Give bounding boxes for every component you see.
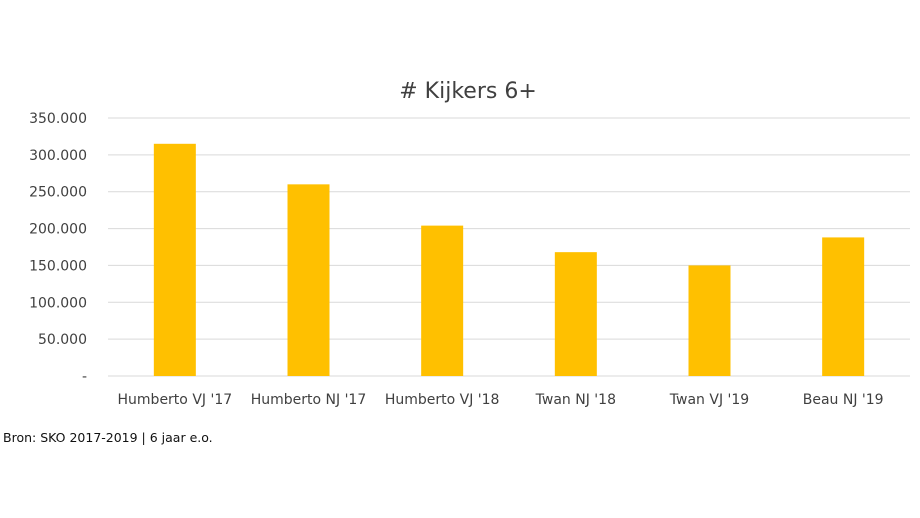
x-tick-label: Twan NJ '18 (535, 392, 616, 408)
x-tick-label: Beau NJ '19 (803, 392, 884, 408)
gridlines (108, 117, 910, 377)
y-tick-label: 150.000 (29, 258, 87, 274)
y-tick-label: 350.000 (29, 111, 87, 127)
y-tick-label: - (82, 369, 87, 385)
y-tick-label: 250.000 (29, 185, 87, 201)
x-tick-label: Humberto VJ '17 (118, 392, 233, 408)
y-axis-tick-labels: - 50.000 100.000 150.000 200.000 250.000 300.0… (29, 111, 87, 385)
y-tick-label: 300.000 (29, 148, 87, 164)
x-tick-label: Humberto NJ '17 (251, 392, 367, 408)
y-tick-label: 50.000 (38, 332, 87, 348)
x-axis-tick-labels: Humberto VJ '17 Humberto NJ '17 Humberto V… (118, 392, 884, 408)
bar (421, 225, 464, 376)
bar-chart: # Kijkers 6+ - 50.000 100.000 150.000 200.00… (29, 79, 910, 408)
x-tick-label: Twan VJ '19 (669, 392, 749, 408)
y-tick-label: 200.000 (29, 222, 87, 238)
y-tick-label: 100.000 (29, 295, 87, 311)
bar (822, 237, 865, 376)
source-note: Bron: SKO 2017-2019 | 6 jaar e.o. (3, 430, 213, 445)
chart-title: # Kijkers 6+ (399, 79, 537, 104)
bar (287, 184, 330, 376)
bars (153, 143, 865, 376)
bar (153, 143, 196, 376)
x-tick-label: Humberto VJ '18 (385, 392, 500, 408)
bar (554, 252, 597, 376)
bar (688, 265, 731, 376)
